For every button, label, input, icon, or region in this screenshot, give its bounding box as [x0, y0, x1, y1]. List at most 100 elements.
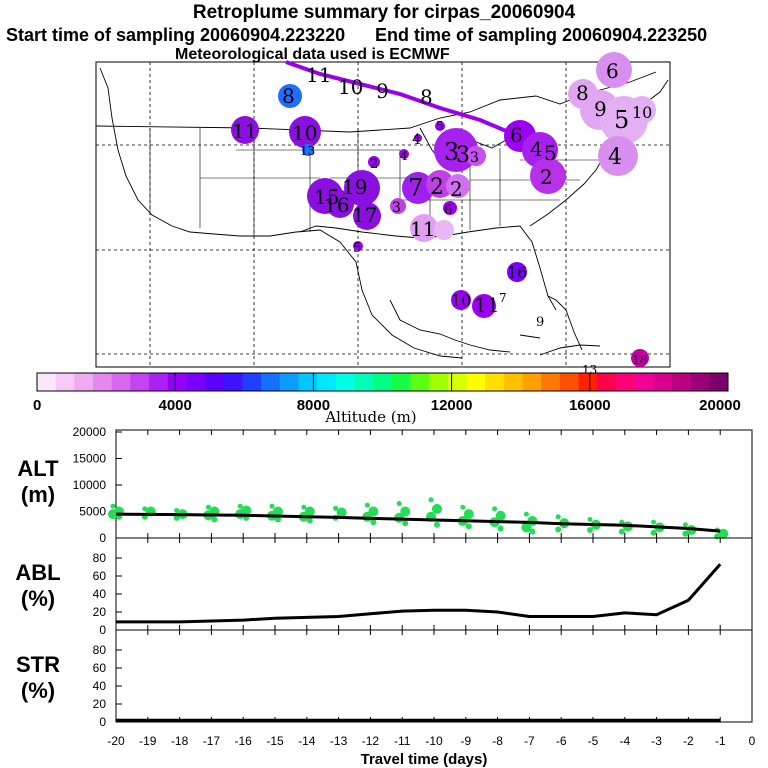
- alt-scatter-point: [523, 511, 529, 517]
- y-tick-label: 80: [93, 643, 107, 657]
- map-label: 17: [352, 203, 377, 227]
- plume-circle: [443, 201, 457, 215]
- y-tick-label: 80: [93, 551, 107, 565]
- plume-circle: [434, 220, 454, 240]
- plume-circle: [451, 290, 471, 310]
- plume-circle: [302, 144, 314, 156]
- y-tick-label: 40: [93, 587, 107, 601]
- map-label: 3: [444, 138, 459, 166]
- map-label: 18: [632, 353, 647, 367]
- panel-unit: (%): [21, 678, 55, 703]
- plume-circle: [434, 128, 478, 172]
- plume-circle: [631, 349, 649, 367]
- y-tick-label: 15000: [73, 452, 107, 466]
- plume-circle: [278, 84, 302, 108]
- y-tick-label: 20000: [73, 425, 107, 439]
- end-time-label: End time of sampling 20060904.223250: [375, 25, 708, 45]
- plume-circle: [326, 190, 354, 218]
- plume-circle: [414, 134, 422, 142]
- plume-circle: [289, 116, 321, 148]
- alt-scatter-point: [463, 509, 474, 520]
- x-tick-label: -14: [298, 734, 316, 748]
- map-label: 4: [608, 145, 622, 170]
- map-label: 8: [282, 84, 295, 108]
- plume-circle: [353, 241, 363, 251]
- x-tick-label: -19: [139, 734, 157, 748]
- y-tick-label: 0: [99, 623, 106, 637]
- colorbar-swatch: [466, 373, 486, 391]
- colorbar-swatch: [429, 373, 449, 391]
- met-data-label: Meteorological data used is ECMWF: [175, 46, 450, 63]
- x-tick-label: -9: [460, 734, 471, 748]
- x-tick-label: -8: [492, 734, 503, 748]
- map-label: 8: [420, 85, 433, 109]
- map-label: 5: [353, 241, 361, 256]
- colorbar-swatch: [111, 373, 131, 391]
- time-series-panels: 05000100001500020000ALT(m)020406080ABL(%…: [15, 425, 755, 768]
- colorbar-swatch: [167, 373, 187, 391]
- map-label: 7: [499, 291, 507, 305]
- colorbar-swatch: [354, 373, 374, 391]
- alt-scatter-point: [275, 516, 281, 523]
- colorbar-swatch: [522, 373, 542, 391]
- alt-scatter-point: [555, 514, 561, 520]
- plume-circle: [353, 202, 381, 230]
- alt-scatter-point: [718, 528, 729, 539]
- alt-scatter-point: [714, 533, 721, 540]
- chart-title: Retroplume summary for cirpas_20060904: [192, 2, 576, 23]
- panel-label: ABL: [15, 560, 60, 585]
- map-label: 11: [306, 63, 331, 87]
- alt-scatter-point: [205, 504, 211, 510]
- map-day-labels: 11 10 9 8 8 11 10 13 6 8 9 5 10 4 6 4 5 …: [232, 59, 652, 377]
- alt-scatter-point: [465, 523, 472, 530]
- plume-path: [285, 60, 519, 138]
- panel-label: STR: [16, 652, 60, 677]
- colorbar-swatch: [485, 373, 505, 391]
- colorbar-swatch: [503, 373, 524, 391]
- map-label: 2: [430, 175, 444, 200]
- y-tick-label: 60: [93, 569, 107, 583]
- y-tick-label: 20: [93, 697, 107, 711]
- map-label: 11: [410, 217, 435, 241]
- colorbar-swatch: [130, 373, 150, 391]
- colorbar-swatch: [578, 373, 598, 391]
- colorbar-swatch: [615, 373, 636, 391]
- map-label: 10: [451, 291, 471, 310]
- plume-circle: [598, 136, 638, 176]
- alt-scatter-point: [651, 519, 657, 525]
- alt-scatter-point: [587, 516, 593, 522]
- alt-scatter-point: [497, 525, 504, 532]
- alt-scatter-point: [650, 529, 657, 536]
- panel-frame: [115, 429, 753, 539]
- alt-scatter-point: [428, 497, 434, 503]
- map-label: 4: [400, 149, 408, 163]
- map-label: 10: [632, 103, 652, 122]
- alt-scatter-point: [434, 521, 440, 528]
- plume-circle: [435, 121, 445, 131]
- alt-scatter-point: [618, 528, 625, 535]
- panel-unit: (%): [21, 586, 55, 611]
- map-label: 9: [536, 315, 544, 330]
- x-axis-label: Travel time (days): [361, 751, 488, 768]
- plume-circle: [628, 96, 656, 124]
- x-tick-label: 0: [749, 734, 756, 748]
- colorbar-tick-label: 16000: [569, 397, 611, 414]
- plume-circle: [472, 294, 496, 318]
- colorbar-swatch: [541, 373, 561, 391]
- map-label: 4: [530, 137, 543, 161]
- map-label: 13: [300, 144, 315, 158]
- map-label: 3: [470, 150, 479, 166]
- colorbar-swatch: [149, 373, 169, 391]
- colorbar-swatch: [186, 373, 206, 391]
- y-tick-label: 0: [99, 531, 106, 545]
- plume-circle: [231, 116, 259, 144]
- alt-scatter-point: [237, 503, 243, 509]
- alt-scatter-point: [269, 503, 275, 509]
- colorbar-swatch: [671, 373, 692, 391]
- map-label: 16: [324, 193, 349, 217]
- colorbar-swatch: [205, 373, 225, 391]
- panel-frame: [115, 629, 753, 723]
- abl-line: [116, 563, 722, 624]
- colorbar-tick-label: 4000: [159, 397, 192, 414]
